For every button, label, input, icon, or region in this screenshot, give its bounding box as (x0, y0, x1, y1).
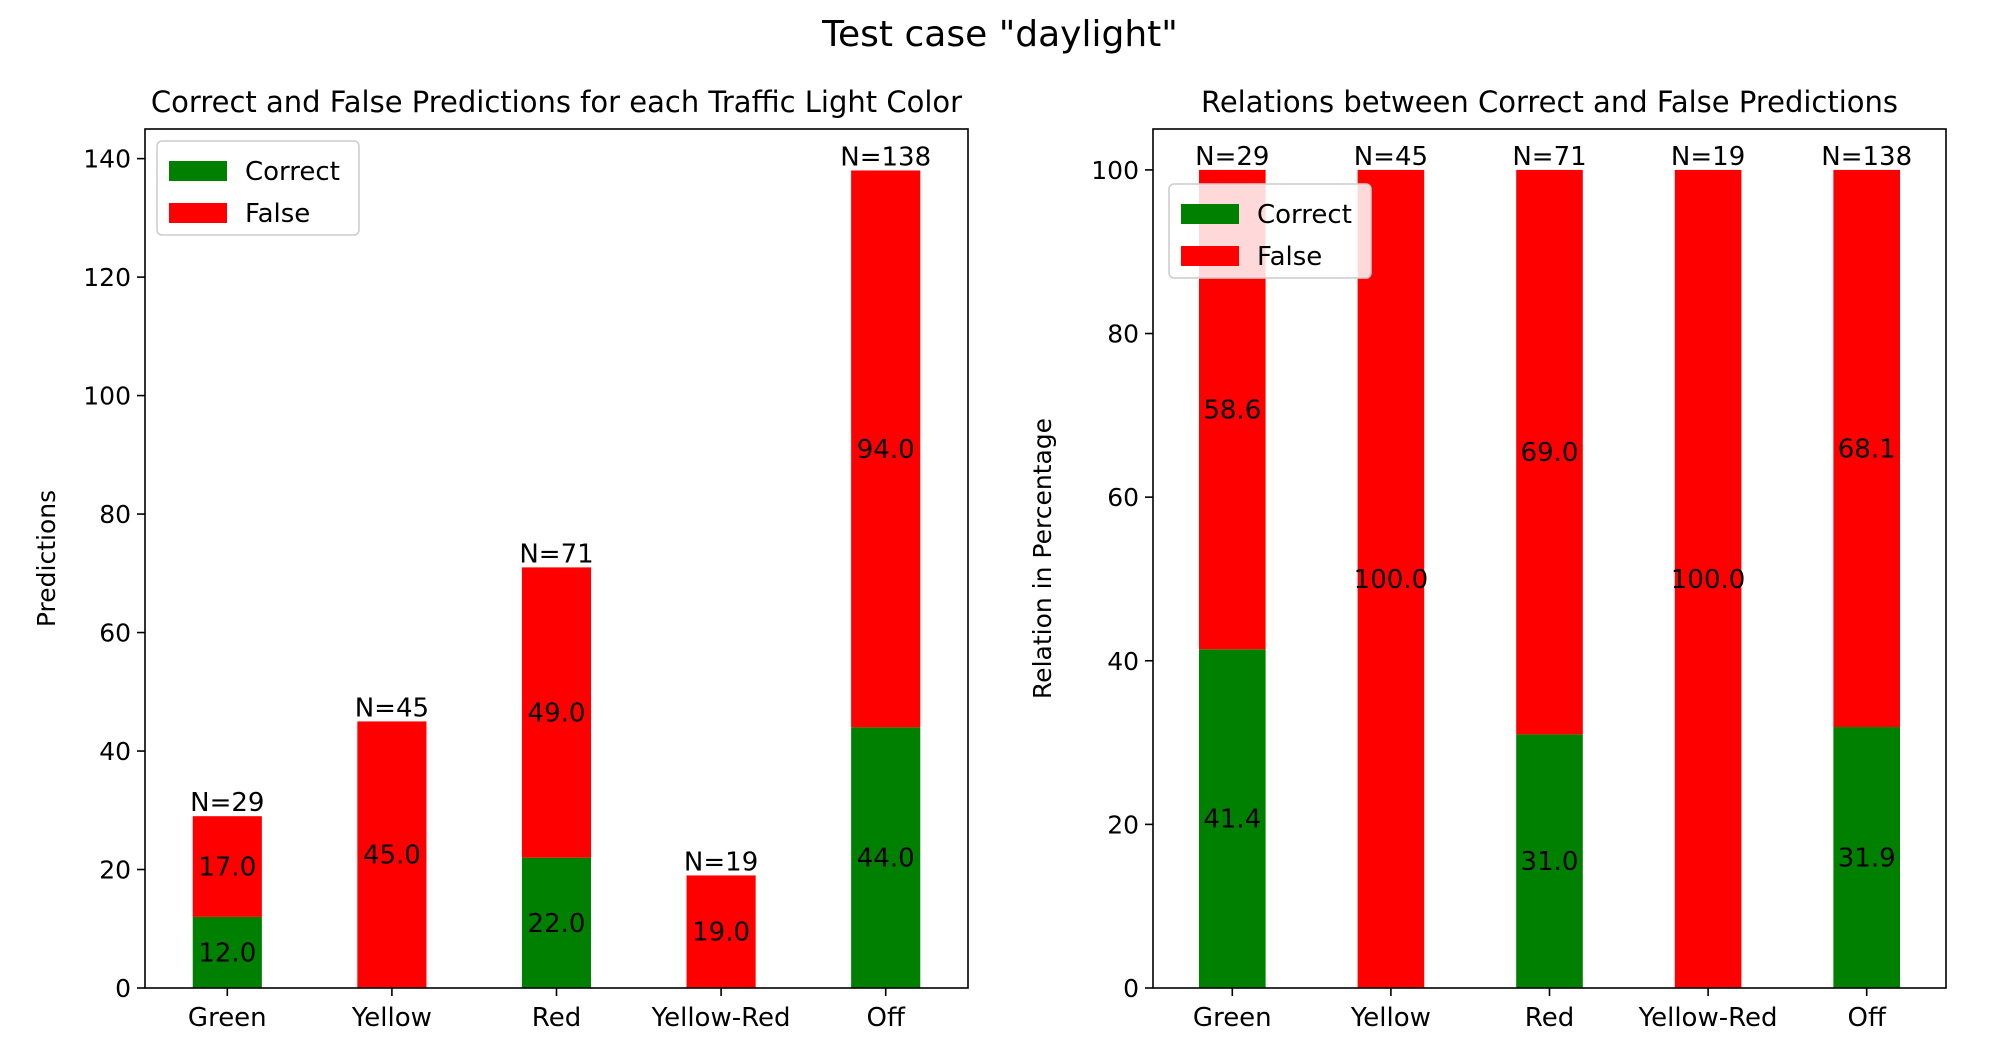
right-legend-swatch-false (1181, 246, 1239, 266)
right-total-label-yellow: N=45 (1354, 142, 1428, 172)
right-ytick-label: 0 (1123, 974, 1139, 1003)
left-bar-false-red (521, 567, 592, 858)
left-data-label-false-yellow-red: 19.0 (692, 918, 750, 948)
left-data-label-false-red: 49.0 (528, 699, 586, 729)
left-bar-false-off (851, 170, 921, 728)
left-ytick-label: 60 (99, 619, 131, 648)
left-ytick-label: 20 (99, 856, 131, 885)
left-bar-false-yellow-red (686, 875, 756, 988)
left-axes-title: Correct and False Predictions for each T… (151, 85, 962, 119)
right-bar-false-yellow-red (1674, 169, 1742, 988)
left-data-label-correct-green: 12.0 (198, 938, 256, 968)
left-ytick-label: 80 (99, 500, 131, 529)
left-xtick-label: Red (532, 1003, 581, 1033)
left-ytick-label: 40 (99, 737, 131, 766)
left-legend: Correct False (156, 140, 360, 236)
left-xtick-label: Off (867, 1003, 906, 1033)
right-xtick-label: Red (1525, 1003, 1574, 1033)
left-total-label-yellow: N=45 (355, 693, 429, 723)
right-bar-false-yellow (1357, 169, 1425, 988)
right-data-label-false-green: 58.6 (1203, 396, 1261, 426)
left-total-label-off: N=138 (840, 142, 931, 172)
left-xtick-label: Green (188, 1003, 267, 1033)
left-legend-label-correct: Correct (245, 157, 340, 187)
right-xtick-label: Yellow (1350, 1003, 1431, 1033)
left-data-label-false-off: 94.0 (857, 435, 915, 465)
right-bar-correct-red (1516, 734, 1583, 988)
left-ytick-label: 100 (83, 382, 131, 411)
left-xtick-label: Yellow (351, 1003, 432, 1033)
right-total-label-green: N=29 (1195, 142, 1269, 172)
right-data-label-correct-red: 31.0 (1521, 847, 1579, 877)
right-bar-false-off (1833, 169, 1901, 728)
left-bar-correct-red (521, 857, 592, 988)
right-legend-label-correct: Correct (1257, 200, 1352, 230)
right-data-label-correct-off: 31.9 (1838, 844, 1896, 874)
right-ytick-label: 40 (1107, 647, 1139, 676)
left-data-label-false-green: 17.0 (198, 853, 256, 883)
right-total-label-yellow-red: N=19 (1671, 142, 1745, 172)
right-ytick-label: 60 (1107, 483, 1139, 512)
left-total-label-green: N=29 (190, 788, 264, 818)
left-bar-correct-green (192, 916, 262, 988)
left-data-label-false-yellow: 45.0 (363, 841, 421, 871)
left-legend-swatch-correct (169, 161, 227, 181)
left-data-label-correct-red: 22.0 (528, 909, 586, 939)
right-bar-false-red (1516, 169, 1583, 735)
right-ytick-label: 20 (1107, 810, 1139, 839)
right-bar-correct-green (1198, 649, 1266, 988)
left-bar-correct-off (851, 727, 921, 988)
right-ylabel: Relation in Percentage (1028, 418, 1057, 699)
right-legend: Correct False (1168, 183, 1372, 279)
left-ytick-label: 120 (83, 263, 131, 292)
left-ylabel: Predictions (32, 490, 61, 627)
right-xtick-label: Off (1848, 1003, 1887, 1033)
left-data-label-correct-off: 44.0 (857, 844, 915, 874)
right-ytick-label: 80 (1107, 320, 1139, 349)
right-xtick-label: Yellow-Red (1638, 1003, 1778, 1033)
left-legend-swatch-false (169, 203, 227, 223)
right-data-label-false-off: 68.1 (1838, 434, 1896, 464)
right-xtick-label: Green (1193, 1003, 1272, 1033)
right-total-label-off: N=138 (1821, 142, 1912, 172)
left-ytick-label: 0 (115, 974, 131, 1003)
left-bar-false-yellow (357, 721, 427, 988)
right-legend-label-false: False (1257, 242, 1322, 272)
left-total-label-red: N=71 (519, 539, 593, 569)
left-total-label-yellow-red: N=19 (684, 847, 758, 877)
left-ytick-label: 140 (83, 145, 131, 174)
right-data-label-false-yellow: 100.0 (1354, 565, 1428, 595)
right-axes-title: Relations between Correct and False Pred… (1201, 85, 1898, 119)
right-ytick-label: 100 (1091, 156, 1139, 185)
right-data-label-false-red: 69.0 (1521, 438, 1579, 468)
right-total-label-red: N=71 (1512, 142, 1586, 172)
left-legend-label-false: False (245, 199, 310, 229)
right-bar-correct-off (1833, 727, 1901, 988)
left-bar-false-green (192, 816, 262, 917)
figure-suptitle: Test case "daylight" (822, 14, 1178, 55)
right-data-label-correct-green: 41.4 (1203, 805, 1261, 835)
right-legend-swatch-correct (1181, 204, 1239, 224)
left-xtick-label: Yellow-Red (651, 1003, 791, 1033)
right-data-label-false-yellow-red: 100.0 (1671, 565, 1745, 595)
